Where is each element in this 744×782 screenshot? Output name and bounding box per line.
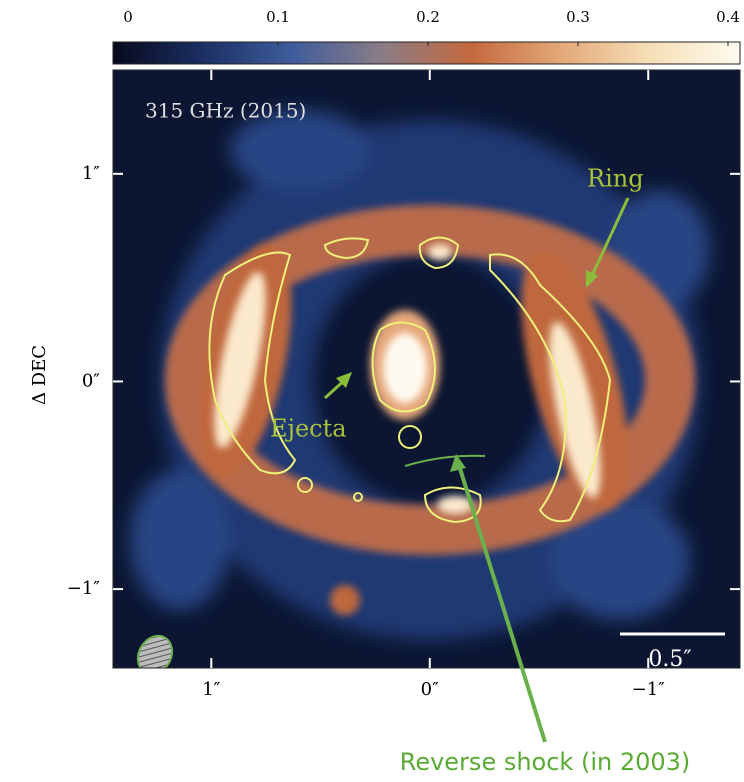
x-tick-label: 1″ (202, 679, 220, 700)
y-axis-label: Δ DEC (29, 345, 50, 405)
colorbar-tick-label: 0.4 (716, 8, 740, 26)
colorbar (113, 42, 740, 64)
colorbar-tick-label: 0.2 (416, 8, 440, 26)
colorbar-tick-label: 0.3 (566, 8, 590, 26)
colorbar-tick-label: 0.1 (266, 8, 290, 26)
page: {"chart_data":{"type":"image", "colorbar… (0, 0, 744, 782)
shock-label: Reverse shock (in 2003) (400, 748, 691, 776)
figure: 315 GHz (2015) Ring Ejecta 0.5″ Reverse … (0, 0, 744, 782)
band-label: 315 GHz (2015) (145, 99, 306, 123)
colorbar-tick-label: 0 (123, 8, 133, 26)
scale-label: 0.5″ (648, 647, 691, 672)
x-tick-label: 0″ (421, 679, 439, 700)
y-tick-label: −1″ (67, 578, 101, 599)
ring-label: Ring (587, 165, 644, 193)
ejecta-label: Ejecta (270, 415, 347, 443)
y-tick-label: 1″ (82, 163, 100, 184)
y-tick-label: 0″ (82, 370, 100, 391)
x-tick-label: −1″ (632, 679, 666, 700)
image (113, 70, 740, 680)
